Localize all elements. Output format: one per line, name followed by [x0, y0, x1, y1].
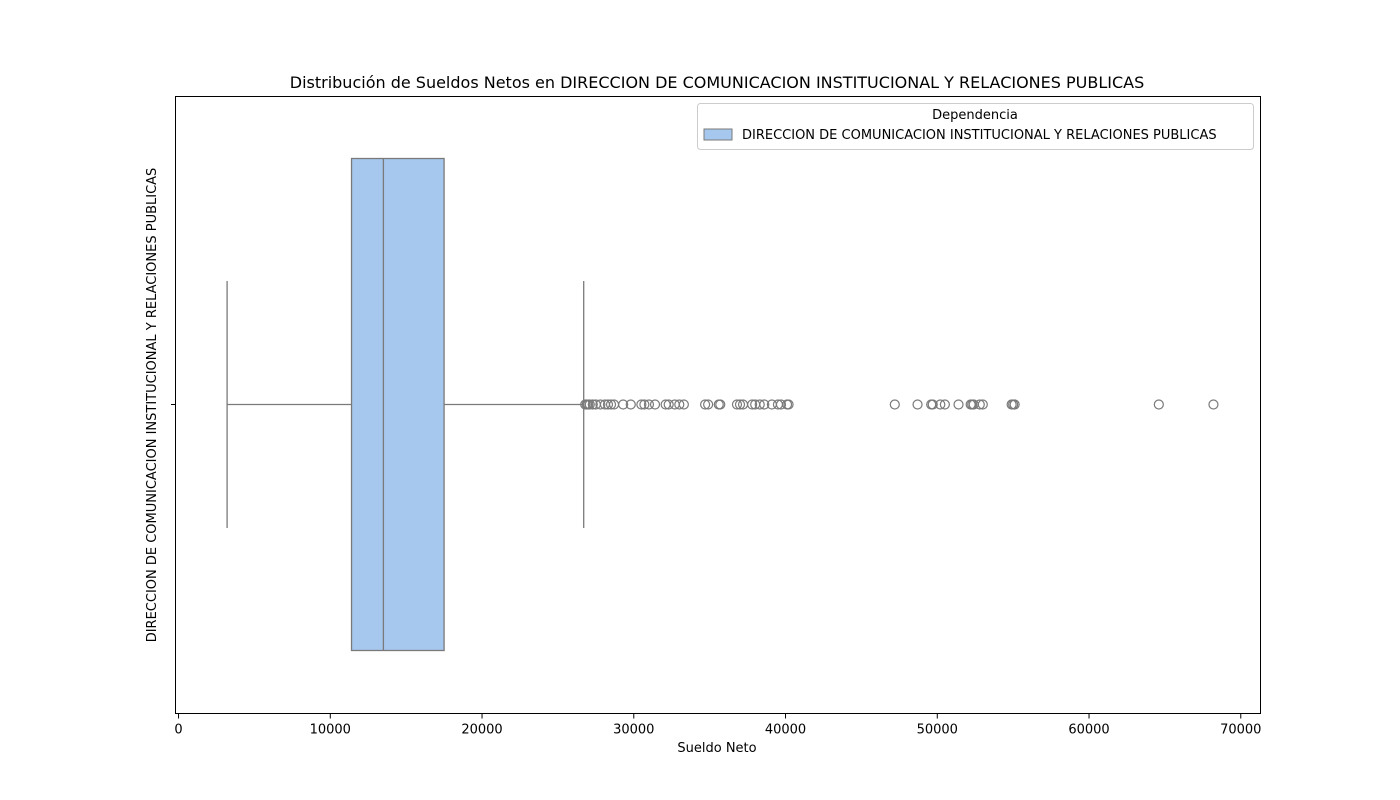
x-tick-label: 50000 — [917, 723, 958, 738]
outlier-point — [649, 399, 661, 410]
outlier-point — [1208, 399, 1219, 410]
outlier-group — [580, 399, 1219, 410]
legend: Dependencia DIRECCION DE COMUNICACION IN… — [697, 103, 1254, 150]
outlier-point — [889, 399, 900, 410]
outlier-point — [974, 399, 985, 410]
chart-title: Distribución de Sueldos Netos en DIRECCI… — [290, 73, 1145, 92]
outlier-point — [618, 399, 629, 410]
outlier-point — [1009, 399, 1020, 410]
outlier-point — [775, 399, 787, 410]
outlier-point — [587, 399, 598, 410]
outlier-point — [1153, 399, 1164, 410]
legend-swatch — [703, 128, 733, 141]
outlier-point — [636, 399, 647, 410]
x-axis: 0 10000 20000 30000 40000 50000 60000 70000 — [174, 713, 1261, 738]
x-tick-label: 0 — [174, 723, 182, 738]
outlier-point — [715, 399, 726, 410]
x-tick-label: 10000 — [310, 723, 351, 738]
outlier-point — [783, 399, 794, 410]
x-axis-label: Sueldo Neto — [677, 741, 756, 756]
outlier-point — [927, 399, 938, 410]
outlier-point — [595, 399, 606, 410]
iqr-box — [350, 157, 445, 652]
outlier-point — [602, 399, 614, 410]
legend-frame — [697, 103, 1254, 150]
outlier-point — [953, 399, 964, 410]
x-tick-label: 60000 — [1068, 723, 1109, 738]
outlier-point — [912, 399, 923, 410]
outlier-point — [754, 399, 765, 410]
x-tick-label: 70000 — [1220, 723, 1261, 738]
outlier-point — [734, 399, 746, 410]
outlier-point — [759, 399, 770, 410]
legend-title: Dependencia — [932, 108, 1018, 123]
outlier-point — [605, 399, 617, 410]
legend-entry-label: DIRECCION DE COMUNICACION INSTITUCIONAL … — [742, 128, 1217, 143]
x-tick-label: 20000 — [461, 723, 502, 738]
outlier-point — [674, 399, 685, 410]
outlier-point — [663, 399, 674, 410]
outlier-point — [700, 399, 711, 410]
outlier-point — [747, 399, 758, 410]
box-group — [226, 157, 585, 652]
outlier-point — [731, 399, 743, 410]
outlier-point — [625, 399, 636, 410]
x-tick-label: 40000 — [765, 723, 806, 738]
outlier-point — [639, 399, 650, 410]
outlier-point — [977, 399, 988, 410]
outlier-point — [678, 399, 689, 410]
x-tick-label: 30000 — [613, 723, 654, 738]
outlier-point — [935, 399, 946, 410]
outlier-point — [643, 399, 655, 410]
outlier-point — [703, 399, 714, 410]
outlier-point — [939, 399, 950, 410]
y-axis-label: DIRECCION DE COMUNICACION INSTITUCIONAL … — [145, 168, 160, 643]
outlier-point — [584, 399, 595, 410]
